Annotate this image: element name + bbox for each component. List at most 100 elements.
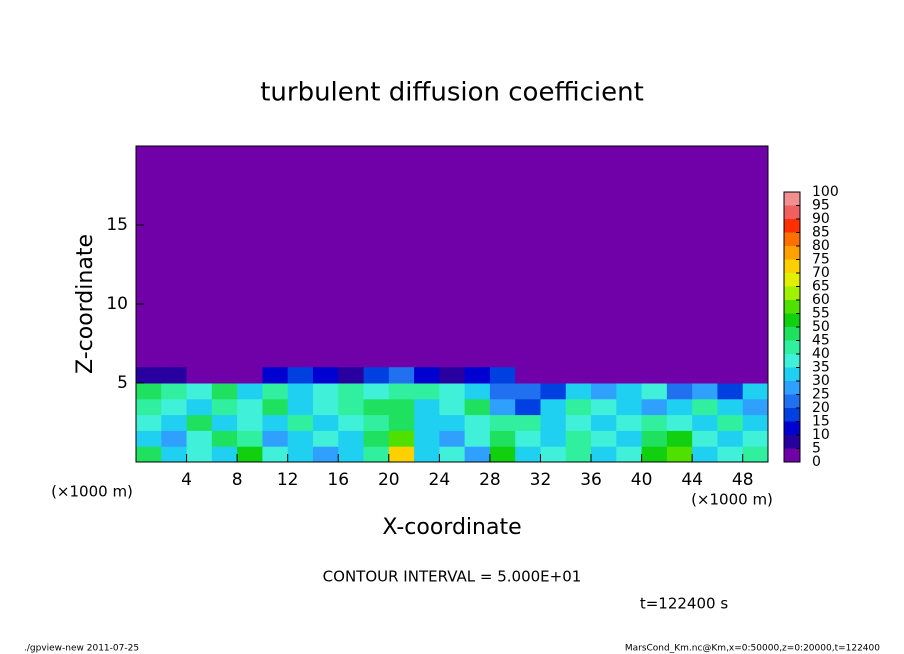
heat-cell <box>692 446 718 463</box>
colorbar-band <box>784 313 800 327</box>
heat-cell <box>666 398 693 416</box>
heat-cell <box>565 430 592 447</box>
colorbar-band <box>784 232 800 246</box>
heat-cell <box>692 367 718 384</box>
heat-cell <box>540 446 567 463</box>
x-tick-label: 44 <box>681 470 703 490</box>
heat-cell <box>211 383 238 400</box>
heat-cell <box>363 367 390 384</box>
contour-note: CONTOUR INTERVAL = 5.000E+01 <box>323 568 582 586</box>
x-tick-label: 32 <box>530 470 552 490</box>
x-tick-label: 48 <box>732 470 754 490</box>
heat-cell <box>666 367 693 384</box>
colorbar-label: 0 <box>812 454 821 470</box>
heat-cell <box>338 398 365 416</box>
heat-cell <box>489 383 516 400</box>
heat-cell <box>287 367 314 384</box>
colorbar-band <box>784 300 800 314</box>
footer-right: MarsCond_Km.nc@Km,x=0:50000,z=0:20000,t=… <box>625 644 880 654</box>
colorbar-label: 20 <box>812 400 830 416</box>
heat-cell <box>161 414 188 431</box>
heat-cell <box>565 383 592 400</box>
heat-cell <box>565 398 592 416</box>
heat-cell <box>439 430 466 447</box>
colorbar-band <box>784 192 800 206</box>
colorbar-label: 10 <box>812 427 830 443</box>
colorbar-label: 35 <box>812 360 830 376</box>
heat-cell <box>565 446 592 463</box>
heat-cell <box>717 367 744 384</box>
heat-cell <box>591 414 617 431</box>
heat-cell <box>616 383 643 400</box>
heat-cell <box>312 383 339 400</box>
heat-cell <box>540 367 567 384</box>
x-unit: (×1000 m) <box>691 491 773 509</box>
heat-cell <box>742 398 769 416</box>
x-tick-label: 20 <box>378 470 400 490</box>
colorbar-label: 90 <box>812 211 830 227</box>
x-tick-label: 24 <box>429 470 451 490</box>
colorbar-band <box>784 340 800 354</box>
heat-cell <box>591 430 617 447</box>
y-unit: (×1000 m) <box>51 483 133 501</box>
heat-cell <box>237 367 263 384</box>
heat-cell <box>136 398 162 416</box>
colorbar-band <box>784 448 800 462</box>
colorbar-band <box>784 327 800 341</box>
heat-cell <box>540 414 567 431</box>
heat-cell <box>717 446 744 463</box>
heat-cell <box>136 383 162 400</box>
heat-cell <box>338 383 365 400</box>
heat-cell <box>262 446 289 463</box>
colorbar-label: 75 <box>812 252 830 268</box>
heat-cell <box>591 398 617 416</box>
colorbar-label: 85 <box>812 225 830 241</box>
colorbar-band <box>784 408 800 422</box>
heat-cell <box>262 414 289 431</box>
heat-cell <box>464 367 491 384</box>
heat-cell <box>338 430 365 447</box>
heat-cell <box>186 414 213 431</box>
heat-cell <box>464 430 491 447</box>
x-tick-label: 28 <box>479 470 501 490</box>
heat-cell <box>515 398 541 416</box>
heat-cell <box>489 398 516 416</box>
heat-cell <box>287 414 314 431</box>
heat-cell <box>414 430 440 447</box>
heat-cell <box>136 430 162 447</box>
heat-cell <box>439 367 466 384</box>
heat-cell <box>312 446 339 463</box>
heat-cell <box>161 383 188 400</box>
heat-cell <box>161 398 188 416</box>
colorbar-band <box>784 421 800 435</box>
colorbar: 0510152025303540455055606570758085909510… <box>783 184 839 470</box>
heat-cell <box>439 414 466 431</box>
x-tick-label: 8 <box>232 470 243 490</box>
heat-cell <box>717 383 744 400</box>
colorbar-label: 30 <box>812 373 830 389</box>
heat-cell <box>414 414 440 431</box>
colorbar-label: 60 <box>812 292 830 308</box>
colorbar-band <box>784 354 800 368</box>
colorbar-band <box>784 381 800 395</box>
colorbar-label: 65 <box>812 279 830 295</box>
heat-cell <box>489 430 516 447</box>
heat-cell <box>363 383 390 400</box>
heat-cell <box>186 430 213 447</box>
colorbar-band <box>784 219 800 233</box>
heat-cell <box>692 430 718 447</box>
heat-cell <box>287 430 314 447</box>
heat-cell <box>186 446 213 463</box>
heat-cell <box>666 446 693 463</box>
heat-cell <box>414 398 440 416</box>
heat-cell <box>742 383 769 400</box>
heat-cell <box>211 367 238 384</box>
heat-cell <box>616 430 643 447</box>
heat-cell <box>414 446 440 463</box>
heat-cell <box>363 414 390 431</box>
heat-cell <box>666 414 693 431</box>
heat-cell <box>464 383 491 400</box>
heat-cell <box>515 383 541 400</box>
heat-cell <box>262 367 289 384</box>
